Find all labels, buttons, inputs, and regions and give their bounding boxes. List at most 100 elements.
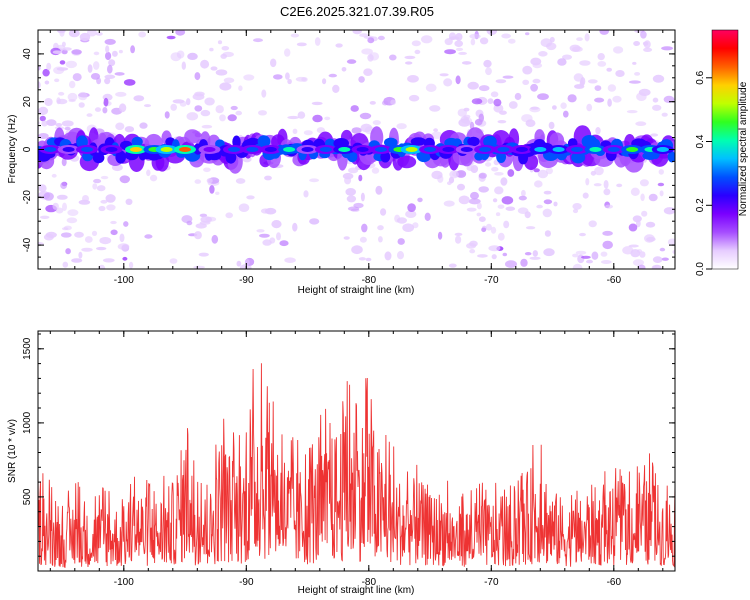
spectrogram-speckle (211, 234, 219, 244)
spectrogram-speckle (139, 122, 148, 129)
spectrogram-speckle (68, 30, 80, 38)
spectrogram-speckle (186, 112, 199, 121)
spectrogram-band-core (467, 136, 480, 147)
spectrogram-band-core (667, 151, 675, 163)
spectrogram-speckle (360, 192, 365, 202)
spectrogram-speckle (52, 202, 59, 210)
spectrogram-speckle (215, 69, 228, 76)
spectrogram-speckle (563, 110, 569, 118)
spectrogram-speckle (657, 182, 665, 187)
spectrogram-speckle (576, 37, 583, 41)
spectrogram-peak (301, 147, 314, 152)
spectrogram-speckle (57, 30, 66, 34)
spectrogram-speckle (497, 204, 505, 209)
spectrogram-speckle (635, 219, 641, 228)
spectrogram-speckle (86, 113, 93, 117)
spectrogram-speckle (290, 33, 300, 38)
spectrogram-speckle (557, 58, 567, 66)
spectrogram-speckle (455, 75, 461, 85)
spectrogram-speckle (572, 263, 583, 269)
spectrogram-speckle (61, 120, 74, 127)
spectrogram-speckle (641, 210, 648, 217)
spectrogram-speckle (367, 54, 374, 62)
spectrogram-speckle (586, 259, 593, 264)
spectrogram-speckle (408, 94, 420, 102)
spectrogram-speckle (456, 170, 467, 178)
spectrogram-speckle (309, 178, 320, 183)
spectrogram-speckle (455, 235, 462, 244)
spectrogram-speckle (78, 199, 91, 205)
spectrogram-speckle (478, 186, 490, 193)
spectrogram-speckle (58, 91, 65, 96)
spectrogram-speckle (123, 79, 136, 86)
spectrogram-band-core (483, 135, 497, 148)
spectrogram-speckle (258, 110, 267, 116)
spectrogram-speckle (38, 184, 47, 193)
spectrogram-speckle (192, 93, 205, 101)
spectrogram-speckle (437, 174, 444, 183)
snr-y-tick-label: 1500 (22, 337, 33, 360)
spectrogram-speckle (542, 208, 552, 218)
spectrogram-speckle (591, 251, 599, 260)
spectrogram-speckle (661, 257, 669, 261)
spectrogram-ticks: -100 -90 -80 -70 -60 -40 -20 0 20 40 (22, 29, 675, 286)
spectrogram-speckle (361, 48, 373, 55)
spectrogram-speckle (448, 176, 455, 184)
spectrogram-speckle (194, 72, 201, 81)
spectrogram-speckle (522, 65, 533, 75)
spectrogram-speckle (92, 183, 98, 190)
snr-frame (37, 330, 676, 572)
spectrogram-speckle (351, 127, 362, 134)
spectrogram-speckle (122, 256, 128, 261)
spectrogram-speckle (532, 250, 538, 257)
spectrogram-speckle (312, 114, 323, 123)
spectrogram-speckle (394, 214, 401, 223)
spectrogram-speckle (582, 192, 589, 199)
spectrogram-speckle (41, 120, 48, 127)
spectrogram-speckle (238, 85, 243, 91)
spectrogram-speckle (98, 264, 106, 269)
spectrogram-speckle (536, 204, 543, 209)
spectrogram-speckle (443, 200, 455, 207)
colorbar-tick-label: 0.6 (695, 70, 706, 84)
spectrogram-speckle (534, 180, 543, 188)
spectrogram-speckle (118, 103, 127, 113)
spectrogram-speckle (95, 32, 103, 36)
spectrogram-y-axis-label: Frequency (Hz) (7, 115, 18, 184)
spectrogram-speckle (105, 45, 110, 53)
spectrogram-speckle (501, 196, 514, 205)
spectrogram-speckle (404, 55, 416, 60)
spectrogram-speckle (461, 61, 472, 65)
spectrogram-speckle (613, 46, 624, 54)
spectrogram-peak (442, 147, 455, 152)
spectrogram-speckle (659, 190, 664, 197)
spectrogram-speckle (78, 102, 85, 108)
spectrogram-peak (497, 147, 510, 152)
spectrogram-speckle (639, 179, 649, 187)
spectrogram-band-halo (184, 129, 201, 144)
spectrogram-speckle (590, 170, 597, 176)
snr-y-tick-label: 1000 (22, 411, 33, 434)
spectrogram-speckle (425, 83, 437, 93)
spectrogram-speckle (56, 67, 69, 71)
spectrogram-speckle (87, 64, 93, 73)
spectrogram-speckle (594, 97, 605, 103)
spectrogram-speckle (488, 245, 501, 252)
spectrogram-speckle (56, 97, 61, 105)
spectrogram-speckle (72, 73, 82, 82)
spectrogram-speckle (593, 183, 602, 187)
spectrogram-band-core (115, 150, 126, 164)
spectrogram-speckle (194, 105, 203, 112)
spectrogram-speckle (316, 127, 325, 134)
spectrogram-peak (62, 147, 75, 152)
colorbar-gradient (711, 29, 739, 270)
spectrogram-speckle (572, 208, 579, 214)
spectrogram-speckle (463, 114, 471, 119)
spectrogram-band-core (207, 151, 221, 161)
spectrogram-speckle (443, 78, 453, 87)
spectrogram-speckle (397, 251, 404, 260)
spectrogram-speckle (588, 220, 597, 228)
spectrogram-speckle (640, 193, 645, 202)
spectrogram-speckle (469, 33, 481, 39)
